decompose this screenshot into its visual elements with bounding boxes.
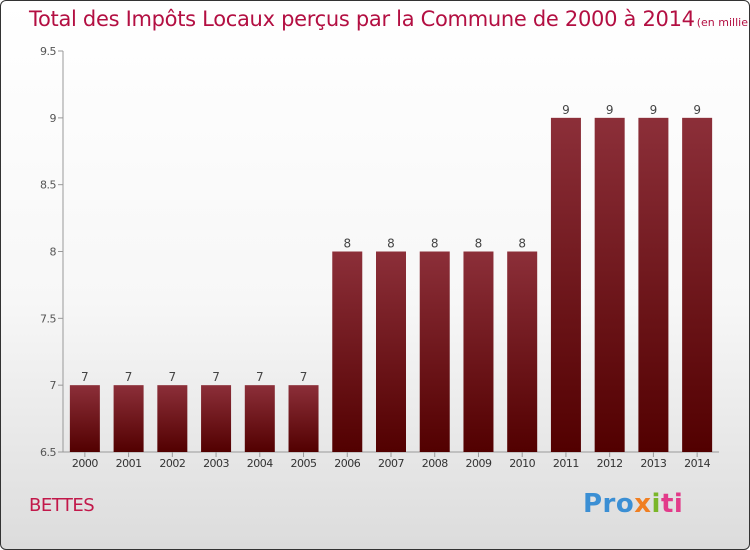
bar-2006 — [332, 251, 363, 452]
data-label-2009: 8 — [475, 237, 483, 251]
x-tick-label-2008: 2008 — [422, 457, 448, 470]
x-tick-label-2000: 2000 — [72, 457, 98, 470]
y-tick-label: 7.5 — [40, 312, 56, 325]
bar-2012 — [594, 117, 625, 452]
chart-title: Total des Impôts Locaux perçus par la Co… — [29, 7, 749, 31]
chart-axes: 6.5 7 7.5 8 8.5 9 9.5 2000 2001 2002 2003 2004 2005 2… — [40, 45, 719, 470]
x-tick-label-2014: 2014 — [684, 457, 710, 470]
bar-2007 — [376, 251, 406, 452]
chart-data-labels: 7 7 7 7 7 7 8 8 8 8 8 9 9 9 9 — [81, 103, 701, 384]
bar-2010 — [507, 251, 538, 452]
bar-2013 — [638, 117, 669, 452]
x-tick-label-2004: 2004 — [247, 457, 273, 470]
bar-2000 — [69, 385, 100, 452]
x-tick-label-2007: 2007 — [378, 457, 404, 470]
y-tick-label: 9 — [50, 112, 57, 125]
commune-name: BETTES — [29, 495, 95, 516]
logo-part-4: ti — [660, 489, 684, 519]
data-label-2000: 7 — [81, 370, 89, 384]
y-tick-label: 8 — [50, 246, 57, 259]
data-label-2003: 7 — [212, 370, 220, 384]
x-tick-label-2005: 2005 — [291, 457, 317, 470]
x-tick-label-2011: 2011 — [553, 457, 579, 470]
chart-bars — [69, 117, 713, 452]
x-tick-label-2009: 2009 — [465, 457, 491, 470]
bar-2001 — [113, 385, 144, 452]
logo-part-3: i — [651, 489, 661, 519]
data-label-2001: 7 — [125, 370, 133, 384]
logo-part-1: Pro — [583, 489, 635, 519]
y-tick-label: 9.5 — [40, 45, 56, 58]
y-tick-label: 7 — [50, 379, 57, 392]
data-label-2010: 8 — [518, 237, 526, 251]
data-label-2013: 9 — [650, 103, 658, 117]
logo-part-2: x — [634, 489, 652, 519]
data-label-2002: 7 — [169, 370, 177, 384]
x-tick-label-2010: 2010 — [509, 457, 535, 470]
bar-2009 — [463, 251, 494, 452]
data-label-2004: 7 — [256, 370, 264, 384]
proxiti-logo[interactable]: Proxiti — [583, 489, 683, 519]
data-label-2005: 7 — [300, 370, 308, 384]
x-tick-label-2013: 2013 — [640, 457, 666, 470]
bar-2011 — [550, 117, 581, 452]
y-tick-label: 6.5 — [40, 446, 56, 459]
data-label-2011: 9 — [562, 103, 570, 117]
x-tick-label-2002: 2002 — [159, 457, 185, 470]
chart-title-text: Total des Impôts Locaux perçus par la Co… — [29, 7, 695, 31]
bar-2014 — [682, 117, 713, 452]
chart-unit-note: (en milliers d'€) — [696, 16, 749, 29]
bar-2008 — [419, 251, 450, 452]
data-label-2012: 9 — [606, 103, 614, 117]
data-label-2008: 8 — [431, 237, 439, 251]
bar-2002 — [157, 385, 188, 452]
bar-2003 — [201, 385, 232, 452]
x-tick-label-2003: 2003 — [203, 457, 229, 470]
bar-2005 — [288, 385, 319, 452]
y-tick-label: 8.5 — [40, 179, 56, 192]
x-tick-label-2006: 2006 — [334, 457, 360, 470]
data-label-2007: 8 — [387, 237, 395, 251]
data-label-2006: 8 — [343, 237, 351, 251]
data-label-2014: 9 — [693, 103, 701, 117]
bar-2004 — [244, 385, 275, 452]
x-tick-label-2001: 2001 — [116, 457, 142, 470]
x-tick-label-2012: 2012 — [597, 457, 623, 470]
